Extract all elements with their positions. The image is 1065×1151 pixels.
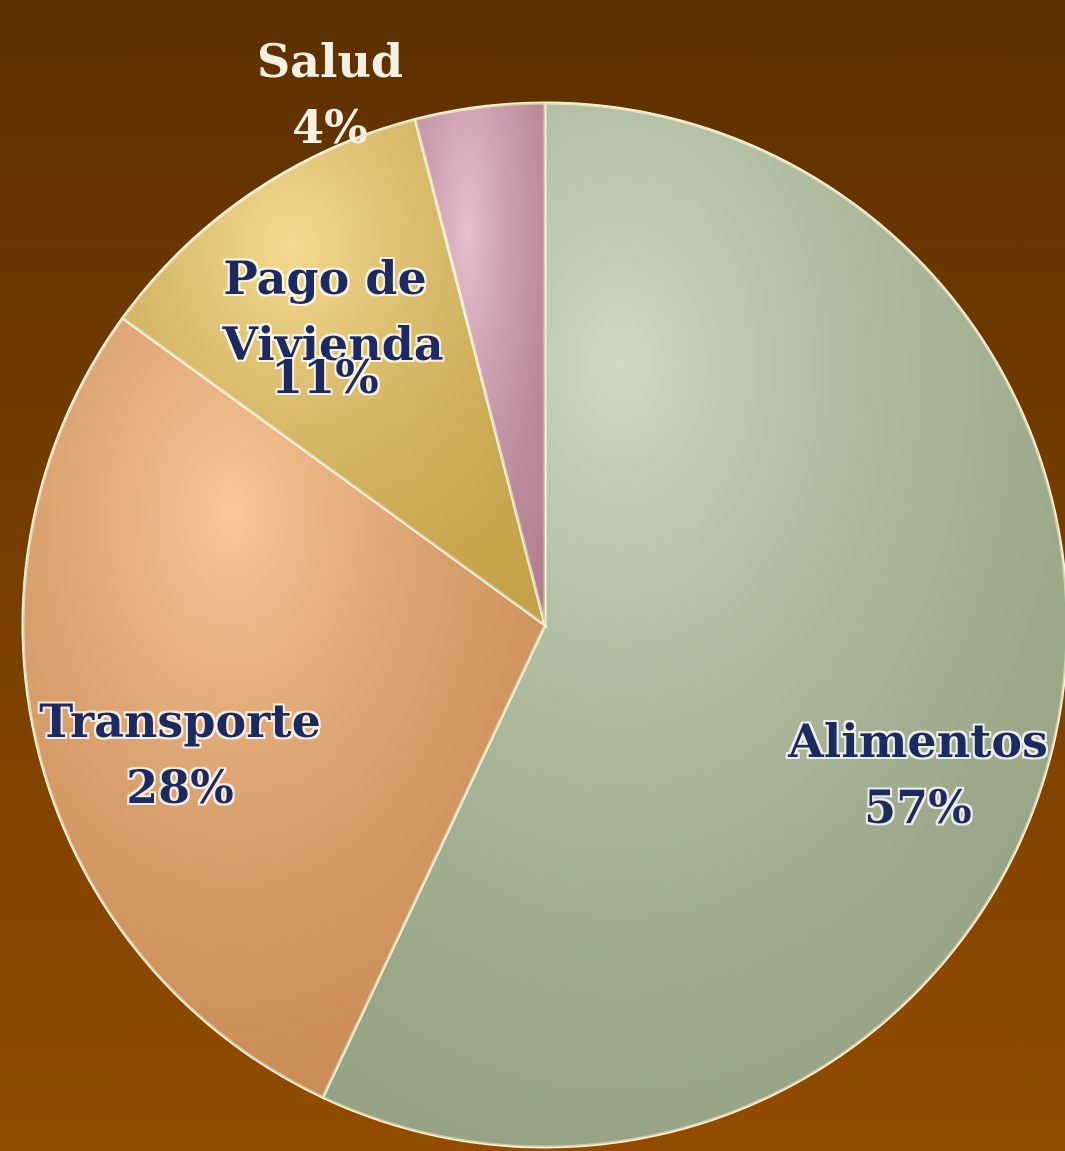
value-label: 4% bbox=[292, 100, 368, 154]
value-label: 57% bbox=[864, 780, 972, 834]
category-label: Transporte bbox=[39, 694, 321, 748]
value-label: 28% bbox=[126, 760, 234, 814]
category-label: Salud bbox=[257, 34, 403, 88]
pie bbox=[21, 101, 1065, 1149]
category-label: Pago de Vivienda bbox=[206, 251, 443, 371]
category-label: Alimentos bbox=[787, 714, 1048, 768]
value-label: 11% bbox=[271, 350, 379, 404]
labels: Alimentos 57% Transporte 28% Pago de Viviend… bbox=[39, 34, 1048, 834]
